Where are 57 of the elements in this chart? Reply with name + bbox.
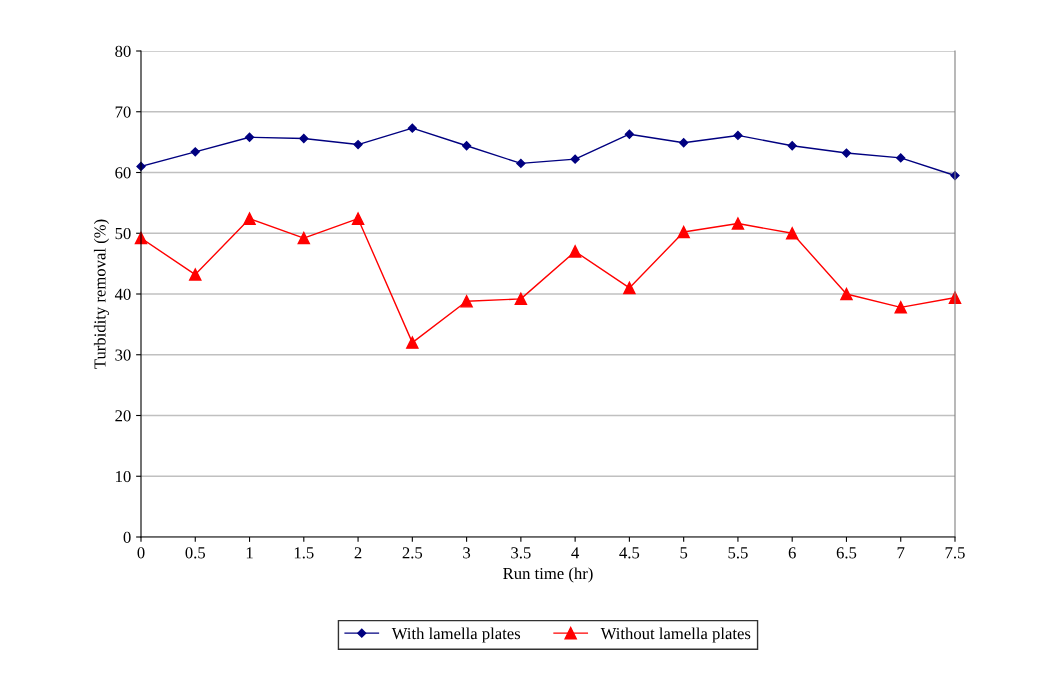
x-tick-label: 6.5 [836, 547, 857, 559]
x-tick-label: 5.5 [728, 547, 748, 559]
point [785, 226, 799, 240]
x-tick-label: 7 [897, 547, 905, 559]
x-tick-label: 2 [354, 547, 362, 559]
point [351, 212, 365, 225]
point [299, 133, 309, 144]
point [407, 123, 417, 133]
point [840, 287, 853, 301]
x-tick-label: 5 [680, 547, 688, 559]
x-tick-label: 7.5 [945, 547, 965, 559]
point [353, 139, 363, 150]
point [787, 141, 797, 151]
x-tick-label: 2.5 [402, 547, 423, 559]
point [731, 217, 745, 230]
point [243, 212, 256, 225]
y-tick-label: 30 [115, 349, 131, 361]
point [624, 129, 635, 139]
point [460, 295, 473, 308]
x-tick-label: 0.5 [185, 547, 206, 559]
point [514, 292, 528, 306]
point [297, 231, 311, 245]
y-tick-label: 80 [115, 45, 131, 57]
x-tick-label: 4.5 [619, 547, 640, 559]
y-tick-label: 0 [123, 531, 131, 543]
point [896, 153, 906, 163]
x-tick-label: 1 [246, 547, 253, 559]
point [189, 268, 202, 281]
point [568, 245, 582, 258]
y-tick-label: 50 [115, 227, 131, 240]
point [570, 154, 580, 164]
point [244, 132, 255, 142]
y-tick-label: 40 [114, 288, 131, 300]
x-tick-label: 6 [788, 547, 796, 559]
point [841, 148, 852, 158]
point [894, 301, 907, 314]
point [461, 141, 472, 151]
point [679, 138, 689, 148]
y-axis-title: Turbidity removal (%) [93, 219, 110, 369]
x-tick-label: 1.5 [294, 547, 314, 559]
legend-label: Without lamella plates [600, 627, 751, 643]
y-tick-label: 60 [115, 167, 131, 179]
point [190, 147, 200, 157]
x-tick-label: 3 [463, 547, 471, 559]
x-tick-label: 3.5 [511, 547, 531, 559]
x-axis-title: Run time (hr) [503, 567, 593, 583]
legend-label: With lamella plates [391, 627, 521, 643]
x-tick-label: 0 [137, 547, 145, 559]
y-tick-label: 70 [115, 106, 131, 118]
x-tick-label: 4 [571, 547, 580, 559]
point [623, 281, 636, 295]
point [516, 158, 526, 169]
point [406, 336, 419, 349]
y-tick-label: 10 [116, 470, 131, 483]
y-tick-label: 20 [115, 410, 131, 422]
point [733, 130, 743, 141]
point [677, 225, 690, 239]
